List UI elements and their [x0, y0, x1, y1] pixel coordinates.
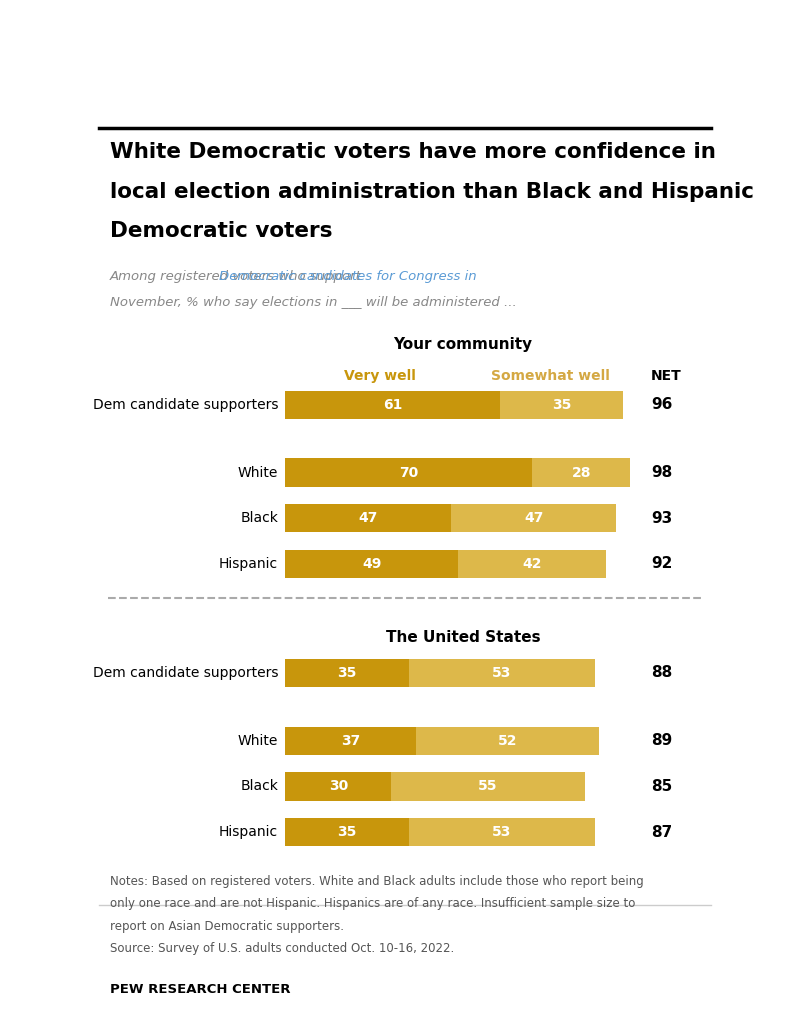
Bar	[391, 772, 585, 801]
Text: Hispanic: Hispanic	[219, 826, 278, 839]
Bar	[285, 818, 408, 846]
Text: 30: 30	[329, 780, 348, 794]
Text: 93: 93	[651, 510, 672, 526]
Text: local election administration than Black and Hispanic: local election administration than Black…	[110, 182, 754, 202]
Text: Very well: Very well	[344, 368, 416, 383]
Text: 49: 49	[362, 557, 382, 571]
Text: 37: 37	[341, 733, 360, 748]
Text: White: White	[238, 733, 278, 748]
Text: Black: Black	[240, 780, 278, 794]
Text: Among registered voters who support: Among registered voters who support	[110, 270, 366, 283]
Bar	[408, 818, 596, 846]
Text: 28: 28	[571, 465, 591, 480]
Text: 53: 53	[492, 826, 512, 839]
Bar	[285, 458, 532, 487]
Text: 47: 47	[524, 512, 544, 525]
Text: 61: 61	[383, 398, 403, 412]
Text: 96: 96	[651, 397, 672, 412]
Text: Your community: Your community	[393, 337, 532, 352]
Text: 35: 35	[337, 826, 357, 839]
Text: 53: 53	[492, 666, 512, 680]
Text: 52: 52	[498, 733, 517, 748]
Text: White: White	[238, 465, 278, 480]
Bar	[458, 549, 606, 578]
Text: The United States: The United States	[386, 629, 540, 644]
Bar	[408, 659, 596, 687]
Text: 47: 47	[359, 512, 378, 525]
Text: Black: Black	[240, 512, 278, 525]
Bar	[285, 549, 458, 578]
Text: Notes: Based on registered voters. White and Black adults include those who repo: Notes: Based on registered voters. White…	[110, 876, 644, 888]
Bar	[285, 772, 391, 801]
Text: 92: 92	[651, 557, 672, 572]
Text: 89: 89	[651, 733, 672, 748]
Text: Democratic voters: Democratic voters	[110, 221, 333, 241]
Text: 88: 88	[651, 666, 672, 680]
Text: Hispanic: Hispanic	[219, 557, 278, 571]
Bar	[532, 458, 630, 487]
Bar	[416, 726, 599, 755]
Text: 87: 87	[651, 825, 672, 840]
Bar	[285, 659, 408, 687]
Text: report on Asian Democratic supporters.: report on Asian Democratic supporters.	[110, 920, 344, 933]
Bar	[285, 391, 500, 419]
Bar	[451, 504, 616, 532]
Text: 98: 98	[651, 465, 672, 480]
Text: November, % who say elections in ___ will be administered ...: November, % who say elections in ___ wil…	[110, 296, 517, 309]
Text: Somewhat well: Somewhat well	[491, 368, 609, 383]
Text: only one race and are not Hispanic. Hispanics are of any race. Insufficient samp: only one race and are not Hispanic. Hisp…	[110, 897, 635, 910]
Text: 70: 70	[399, 465, 419, 480]
Text: 55: 55	[478, 780, 498, 794]
Bar	[285, 504, 451, 532]
Bar	[285, 726, 416, 755]
Text: Dem candidate supporters: Dem candidate supporters	[92, 398, 278, 412]
Text: NET: NET	[651, 368, 682, 383]
Text: White Democratic voters have more confidence in: White Democratic voters have more confid…	[110, 142, 716, 163]
Bar	[500, 391, 623, 419]
Text: 35: 35	[337, 666, 357, 680]
Text: 42: 42	[522, 557, 542, 571]
Text: 35: 35	[552, 398, 571, 412]
Text: Democratic candidates for Congress in: Democratic candidates for Congress in	[219, 270, 476, 283]
Text: PEW RESEARCH CENTER: PEW RESEARCH CENTER	[110, 983, 290, 996]
Text: 85: 85	[651, 779, 672, 794]
Text: Source: Survey of U.S. adults conducted Oct. 10-16, 2022.: Source: Survey of U.S. adults conducted …	[110, 941, 454, 954]
Text: Dem candidate supporters: Dem candidate supporters	[92, 666, 278, 680]
